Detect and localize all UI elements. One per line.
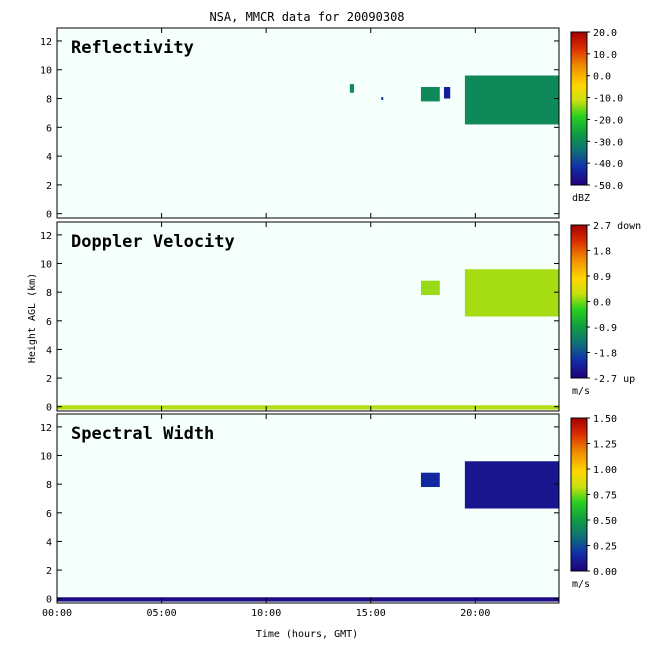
y-tick-label: 2 [46, 566, 52, 577]
colorbar-tick-label: 0.0 [593, 72, 611, 83]
x-tick-label: 00:00 [42, 608, 72, 619]
colorbar-tick-label: 20.0 [593, 28, 617, 39]
y-tick-label: 2 [46, 181, 52, 192]
colorbar-unit: m/s [572, 579, 590, 590]
y-tick-label: 4 [46, 345, 52, 356]
plot-frame [56, 221, 560, 412]
y-tick-label: 8 [46, 95, 52, 106]
panel-title: Doppler Velocity [71, 232, 235, 252]
y-tick-label: 4 [46, 152, 52, 163]
y-tick-label: 4 [46, 537, 52, 548]
colorbar-scale [570, 224, 588, 379]
x-tick-label: 05:00 [147, 608, 177, 619]
y-tick-label: 10 [40, 66, 52, 77]
panel-title: Reflectivity [71, 38, 194, 58]
colorbar-tick-label: 1.00 [593, 465, 617, 476]
colorbar-tick-label: -50.0 [593, 181, 623, 192]
plot-frame [56, 413, 560, 604]
y-tick-label: 12 [40, 231, 52, 242]
echo-region [464, 75, 559, 125]
colorbar-tick-label: 0.00 [593, 567, 617, 578]
echo-region [464, 269, 559, 317]
echo-region [464, 461, 559, 509]
colorbar-tick-label: 0.9 [593, 272, 611, 283]
y-tick-label: 0 [46, 210, 52, 221]
y-tick-label: 8 [46, 288, 52, 299]
plot-frame [56, 27, 560, 219]
y-tick-label: 12 [40, 37, 52, 48]
y-tick-label: 8 [46, 480, 52, 491]
panel-spectral-width: 0 2 4 6 8 10 12 00:00 05:00 10:00 15:00 20:00 Spectr… [40, 413, 617, 619]
colorbar-tick-label: -0.9 [593, 323, 617, 334]
y-tick-label: 0 [46, 595, 52, 606]
y-tick-label: 10 [40, 452, 52, 463]
colorbar-tick-label: 2.7 down [593, 221, 641, 232]
echo-region [443, 87, 451, 99]
x-tick-label: 20:00 [460, 608, 490, 619]
y-tick-label: 6 [46, 317, 52, 328]
echo-region [57, 597, 559, 602]
panel-title: Spectral Width [71, 424, 214, 444]
colorbar-tick-label: -1.8 [593, 349, 617, 360]
colorbar: 1.50 1.25 1.00 0.75 0.50 0.25 0.00m/s [570, 414, 617, 590]
colorbar-tick-label: -2.7 up [593, 374, 635, 385]
colorbar-tick-label: -10.0 [593, 94, 623, 105]
colorbar-tick-label: 0.50 [593, 516, 617, 527]
x-tick-label: 15:00 [356, 608, 386, 619]
colorbar-tick-label: 0.75 [593, 491, 617, 502]
colorbar-tick-label: 0.0 [593, 298, 611, 309]
colorbar-tick-label: 1.50 [593, 414, 617, 425]
colorbar-unit: m/s [572, 386, 590, 397]
y-tick-label: 10 [40, 260, 52, 271]
echo-region [57, 405, 559, 410]
colorbar-tick-label: 0.25 [593, 542, 617, 553]
colorbar-tick-label: 1.8 [593, 247, 611, 258]
colorbar-scale [570, 31, 588, 186]
echo-region [420, 87, 440, 102]
colorbar-tick-label: 1.25 [593, 440, 617, 451]
colorbar-scale [570, 417, 588, 572]
x-axis-label: Time (hours, GMT) [256, 629, 358, 640]
colorbar: 2.7 down 1.8 0.9 0.0 -0.9 -1.8 -2.7 upm/s [570, 221, 641, 397]
panel-doppler-velocity: 0 2 4 6 8 10 12 Doppler Velocity 2.7 down 1.8 0.9 0… [40, 221, 641, 414]
y-tick-label: 6 [46, 509, 52, 520]
figure-title: NSA, MMCR data for 20090308 [209, 10, 404, 24]
y-axis-label: Height AGL (km) [27, 273, 38, 363]
colorbar-tick-label: -30.0 [593, 137, 623, 148]
y-tick-label: 12 [40, 423, 52, 434]
x-tick-label: 10:00 [251, 608, 281, 619]
colorbar-tick-label: -20.0 [593, 115, 623, 126]
y-tick-label: 0 [46, 403, 52, 414]
colorbar-unit: dBZ [572, 193, 590, 204]
y-tick-label: 2 [46, 374, 52, 385]
echo-region [420, 472, 440, 488]
echo-region [420, 280, 440, 296]
panel-reflectivity: 0 2 4 6 8 10 12 Reflectivity 20.0 10.0 0.0 -10.0 -20… [40, 27, 623, 221]
echo-region [349, 84, 355, 93]
colorbar-tick-label: -40.0 [593, 159, 623, 170]
echo-region [381, 97, 384, 100]
colorbar-tick-label: 10.0 [593, 50, 617, 61]
y-tick-label: 6 [46, 123, 52, 134]
